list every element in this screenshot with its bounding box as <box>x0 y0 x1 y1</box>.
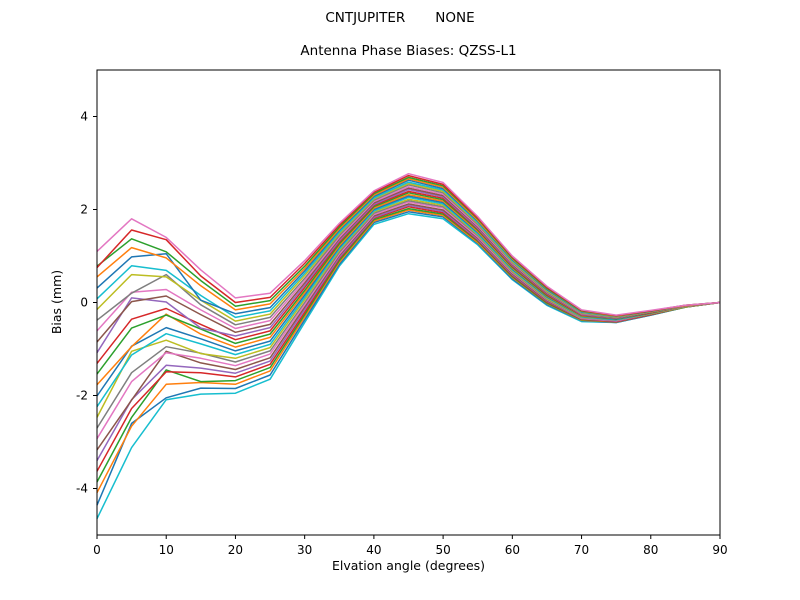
series-line-11 <box>96 196 721 408</box>
x-tick-label: 50 <box>435 543 450 557</box>
series-line-5 <box>96 205 721 472</box>
x-tick-label: 30 <box>297 543 312 557</box>
series-line-4 <box>96 207 721 483</box>
axes-title: Antenna Phase Biases: QZSS-L1 <box>300 43 517 59</box>
x-tick-label: 40 <box>366 543 381 557</box>
figure-suptitle: CNTJUPITER NONE <box>325 10 475 26</box>
x-tick-label: 20 <box>228 543 243 557</box>
axes-spines <box>96 69 721 536</box>
y-tick-label: 0 <box>80 296 88 310</box>
series-line-14 <box>96 192 721 375</box>
y-tick-label: -4 <box>76 482 88 496</box>
x-tick-label: 80 <box>643 543 658 557</box>
x-tick-label: 10 <box>159 543 174 557</box>
y-axis-label: Bias (mm) <box>49 269 64 335</box>
y-tick-label: -2 <box>76 389 88 403</box>
x-tick-label: 90 <box>712 543 727 557</box>
y-tick-label: 2 <box>80 203 88 217</box>
x-tick-label: 0 <box>93 543 101 557</box>
series-line-7 <box>96 203 721 451</box>
x-tick-label: 70 <box>574 543 589 557</box>
x-axis-label: Elvation angle (degrees) <box>331 558 486 573</box>
series-line-26 <box>96 172 721 316</box>
y-tick-label: 4 <box>80 110 88 124</box>
series-line-2 <box>96 211 721 506</box>
series-line-6 <box>96 204 721 461</box>
x-tick-label: 60 <box>505 543 520 557</box>
